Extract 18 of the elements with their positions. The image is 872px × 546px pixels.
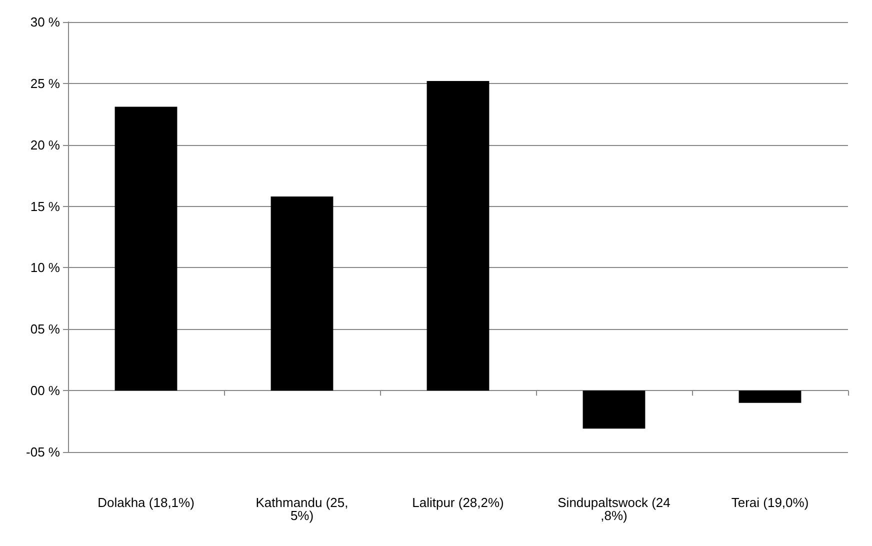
y-tick-label: 30 % — [30, 14, 60, 30]
bar — [738, 390, 802, 403]
bar — [114, 106, 178, 391]
y-tick-label: 10 % — [30, 260, 60, 276]
y-tick-label: -05 % — [26, 444, 60, 460]
x-tick-label: Dolakha (18,1%) — [98, 495, 194, 510]
x-tick-label: Lalitpur (28,2%) — [412, 495, 504, 510]
bar — [270, 196, 334, 391]
bar — [426, 80, 490, 391]
y-tick-label: 20 % — [30, 137, 60, 152]
x-tick-label: Sindupaltswock (24,8%) — [558, 495, 670, 523]
bar — [582, 390, 646, 429]
x-tick-label: Kathmandu (25,5%) — [256, 495, 348, 523]
y-tick-label: 00 % — [30, 383, 60, 398]
x-tick-label: Terai (19,0%) — [731, 495, 809, 510]
y-tick-label: 25 % — [30, 76, 60, 91]
y-tick-label: 05 % — [30, 322, 60, 337]
y-tick-label: 15 % — [30, 198, 60, 214]
